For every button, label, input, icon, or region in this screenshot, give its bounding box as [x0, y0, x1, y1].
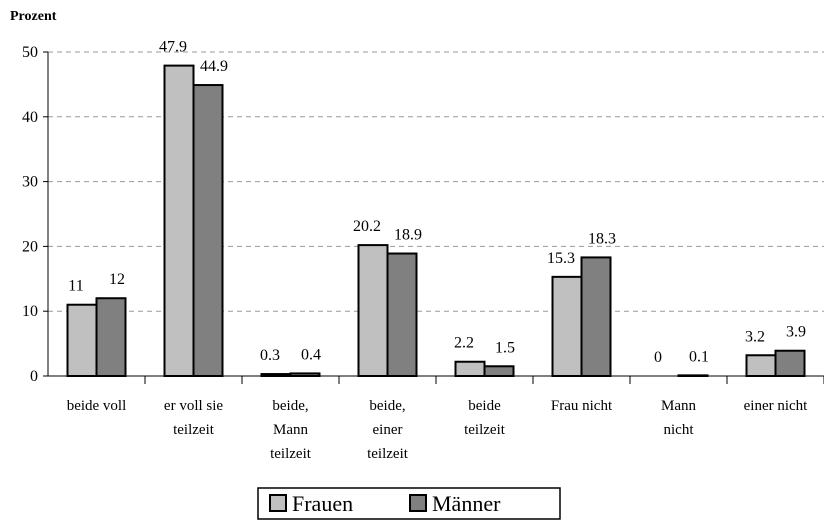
x-tick-label: beide, Mann teilzeit [270, 398, 312, 462]
x-tick-label: einer nicht [744, 398, 809, 414]
bar [357, 244, 389, 377]
bar [454, 360, 486, 377]
value-label: 0.4 [301, 346, 321, 363]
value-label: 18.9 [394, 227, 422, 244]
value-label: 2.2 [454, 335, 474, 352]
x-tick-label: beide voll [67, 398, 127, 414]
value-label: 3.9 [786, 324, 806, 341]
legend-label: Frauen [292, 491, 353, 516]
bar [163, 64, 195, 377]
y-axis-label: Prozent [10, 9, 57, 24]
bar [260, 373, 292, 377]
legend-swatch [409, 494, 427, 512]
value-label: 47.9 [159, 39, 187, 56]
value-label: 0.1 [689, 348, 709, 365]
x-tick-label: Frau nicht [551, 398, 613, 414]
bar [386, 252, 418, 377]
y-tick-label: 0 [30, 368, 38, 385]
y-tick-label: 10 [22, 303, 38, 320]
value-label: 0 [654, 349, 662, 366]
y-tick-label: 50 [22, 44, 38, 61]
bar [192, 84, 224, 377]
bar [551, 275, 583, 377]
value-label: 12 [109, 271, 125, 288]
bar [95, 297, 127, 377]
y-tick-label: 30 [22, 174, 38, 191]
value-label: 11 [68, 278, 83, 295]
legend-label: Männer [432, 491, 501, 516]
value-label: 1.5 [495, 339, 515, 356]
bar [677, 374, 709, 377]
value-label: 3.2 [745, 328, 765, 345]
bar [483, 365, 515, 377]
bar [774, 349, 806, 377]
bar [580, 256, 612, 377]
x-tick-label: beide teilzeit [464, 398, 506, 438]
bar [66, 303, 98, 377]
y-tick-label: 20 [22, 238, 38, 255]
x-tick-label: Mann nicht [661, 398, 696, 438]
value-label: 15.3 [547, 250, 575, 267]
x-tick-label: er voll sie teilzeit [164, 398, 223, 438]
x-tick-label: beide, einer teilzeit [367, 398, 409, 462]
y-tick-label: 40 [22, 109, 38, 126]
bar [289, 372, 321, 377]
value-label: 18.3 [588, 230, 616, 247]
legend-swatch [269, 494, 287, 512]
bar [745, 354, 777, 378]
value-label: 44.9 [200, 58, 228, 75]
value-label: 0.3 [260, 347, 280, 364]
value-label: 20.2 [353, 218, 381, 235]
